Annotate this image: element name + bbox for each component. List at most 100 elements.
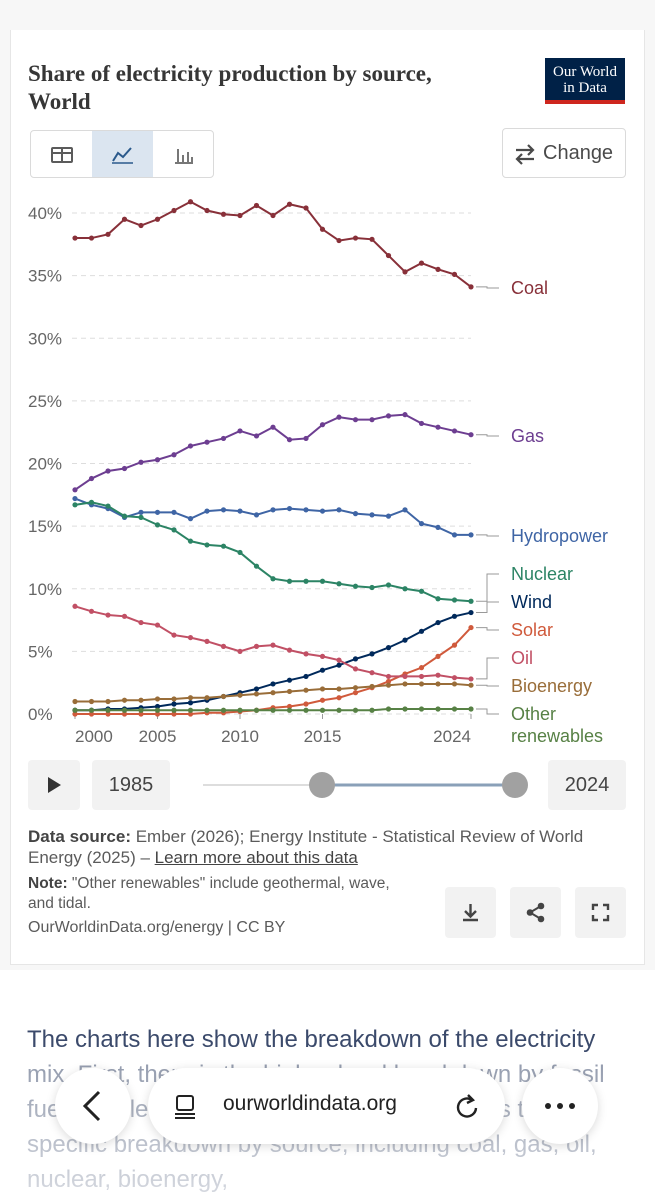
- data-point: [369, 707, 375, 713]
- data-point: [204, 439, 210, 445]
- data-point: [204, 707, 210, 713]
- data-point: [121, 613, 128, 619]
- logo[interactable]: Our World in Data: [545, 58, 625, 104]
- data-point: [385, 706, 392, 712]
- data-point: [171, 696, 177, 702]
- data-point: [72, 487, 78, 493]
- series-label: Bioenergy: [511, 676, 593, 696]
- series-line: [74, 501, 472, 603]
- data-point: [154, 707, 161, 713]
- data-point: [336, 414, 342, 420]
- more-button[interactable]: [522, 1068, 598, 1144]
- data-point: [253, 202, 260, 209]
- data-point: [204, 542, 210, 548]
- data-point: [369, 236, 375, 242]
- data-point: [187, 538, 194, 544]
- change-button[interactable]: Change: [502, 128, 626, 178]
- share-icon: [526, 902, 545, 923]
- data-point: [402, 681, 408, 687]
- source-text: Ember (2026); Energy Institute - Statist…: [28, 827, 584, 867]
- data-point: [138, 619, 144, 626]
- leader-line: [476, 684, 499, 687]
- tab-selected[interactable]: [92, 131, 153, 178]
- change-label: Change: [543, 142, 614, 164]
- data-point: [187, 695, 194, 701]
- data-point: [154, 696, 161, 702]
- data-point: [319, 508, 326, 514]
- data-point: [237, 549, 243, 556]
- data-point: [121, 697, 128, 703]
- data-point: [138, 697, 144, 703]
- address-bar[interactable]: ourworldindata.org: [148, 1068, 505, 1144]
- data-point: [435, 619, 441, 626]
- fullscreen-button[interactable]: [575, 887, 626, 938]
- share-button[interactable]: [510, 887, 561, 938]
- data-point: [319, 686, 326, 692]
- data-point: [303, 701, 309, 707]
- data-point: [336, 707, 342, 713]
- data-point: [286, 703, 293, 710]
- leader-line: [476, 708, 499, 715]
- download-button[interactable]: [445, 887, 496, 938]
- data-point: [451, 706, 458, 712]
- data-point: [418, 260, 425, 266]
- start-year[interactable]: 1985: [92, 760, 170, 810]
- slider[interactable]: [195, 770, 530, 800]
- reload-icon[interactable]: [454, 1092, 482, 1122]
- data-point: [352, 510, 359, 517]
- data-point: [72, 698, 78, 705]
- data-point: [468, 706, 474, 712]
- data-point: [88, 475, 95, 482]
- data-point: [121, 513, 128, 519]
- leader-line: [476, 627, 499, 631]
- data-point: [138, 509, 144, 515]
- data-point: [336, 662, 342, 668]
- data-point: [171, 632, 177, 638]
- data-point: [187, 711, 194, 717]
- end-year[interactable]: 2024: [548, 760, 626, 810]
- data-point: [105, 612, 111, 618]
- y-tick-label: 5%: [28, 642, 53, 661]
- back-button[interactable]: [55, 1068, 131, 1144]
- data-point: [253, 686, 260, 692]
- data-point: [253, 707, 260, 713]
- data-point: [402, 706, 408, 712]
- data-point: [451, 597, 458, 603]
- source-link[interactable]: Learn more about this data: [154, 848, 358, 867]
- data-point: [385, 673, 392, 680]
- x-tick-label: 2000: [75, 727, 113, 746]
- bar-icon[interactable]: [175, 149, 193, 164]
- line-icon[interactable]: [112, 147, 132, 162]
- data-point: [336, 237, 342, 244]
- data-point: [220, 543, 227, 549]
- data-point: [418, 681, 425, 687]
- data-point: [435, 524, 441, 530]
- play-button[interactable]: [28, 760, 80, 810]
- data-point: [303, 651, 309, 657]
- data-point: [451, 271, 458, 277]
- table-icon[interactable]: [51, 147, 73, 163]
- data-point: [105, 698, 111, 705]
- leader-line: [476, 534, 499, 537]
- data-point: [171, 509, 177, 515]
- y-tick-label: 0%: [28, 705, 53, 724]
- leader-line: [476, 657, 499, 680]
- data-point: [435, 681, 441, 687]
- view-tabs: [30, 130, 214, 178]
- data-point: [468, 682, 474, 688]
- data-point: [402, 637, 408, 643]
- data-point: [319, 697, 326, 703]
- note-label: Note:: [28, 875, 68, 892]
- series-line: [75, 611, 472, 712]
- data-point: [270, 507, 276, 513]
- back-icon: [82, 1090, 101, 1122]
- data-point: [319, 653, 326, 659]
- chart-title: Share of electricity production by sourc…: [28, 61, 432, 114]
- data-point: [286, 688, 293, 695]
- data-point: [352, 707, 359, 713]
- y-tick-label: 10%: [28, 580, 62, 599]
- data-point: [352, 583, 359, 589]
- data-point: [451, 613, 458, 619]
- data-point: [220, 693, 227, 700]
- data-point: [253, 643, 260, 649]
